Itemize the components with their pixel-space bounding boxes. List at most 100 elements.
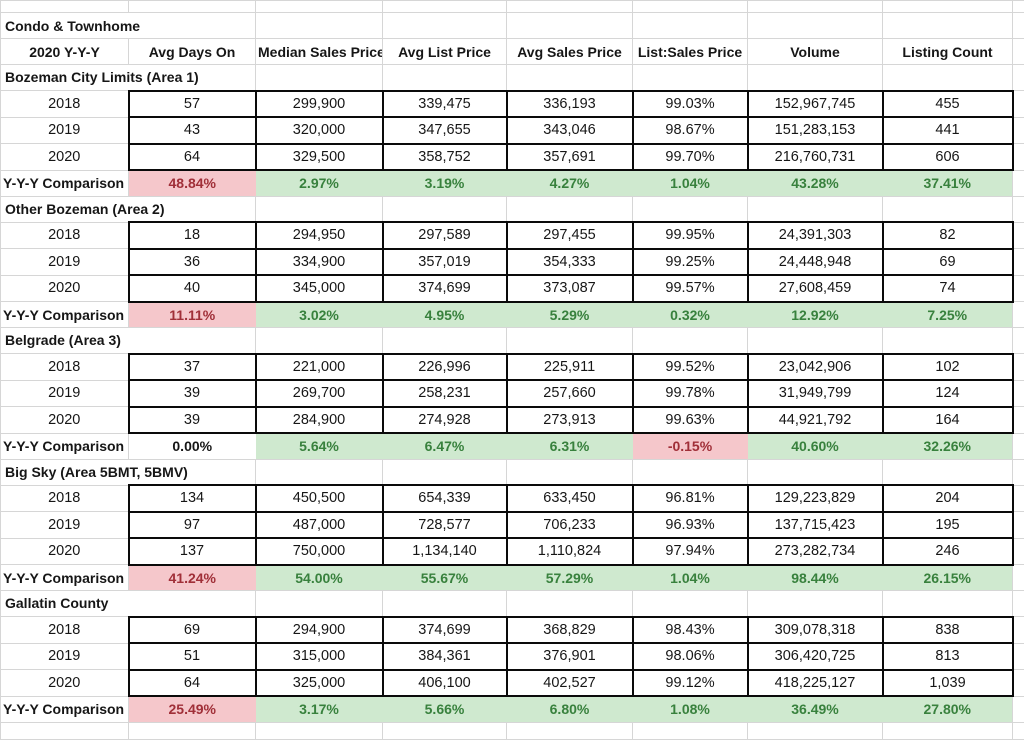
- empty-cell: [633, 196, 748, 222]
- edge-cell: [1013, 1, 1024, 13]
- comparison-value: 3.17%: [256, 696, 383, 722]
- empty-cell: [383, 328, 507, 354]
- value-cell: 374,699: [383, 275, 507, 302]
- value-cell: 441: [883, 117, 1013, 144]
- comparison-value: 11.11%: [129, 302, 256, 328]
- value-cell: 347,655: [383, 117, 507, 144]
- data-row: 2020 64 325,000 406,100 402,527 99.12% 4…: [1, 670, 1024, 697]
- value-cell: 336,193: [507, 91, 633, 118]
- header-row: 2020 Y-Y-Y Avg Days On Median Sales Pric…: [1, 39, 1024, 65]
- empty-cell: [883, 196, 1013, 222]
- empty-cell: [748, 328, 883, 354]
- spacer-cell: [383, 722, 507, 739]
- data-row: 2020 40 345,000 374,699 373,087 99.57% 2…: [1, 275, 1024, 302]
- empty-cell: [883, 65, 1013, 91]
- data-row: 2020 39 284,900 274,928 273,913 99.63% 4…: [1, 407, 1024, 434]
- year-cell: 2018: [1, 485, 129, 512]
- spacer-cell: [507, 1, 633, 13]
- value-cell: 706,233: [507, 512, 633, 539]
- value-cell: 129,223,829: [748, 485, 883, 512]
- empty-cell: [383, 196, 507, 222]
- value-cell: 98.43%: [633, 617, 748, 644]
- year-cell: 2018: [1, 222, 129, 249]
- value-cell: 69: [129, 617, 256, 644]
- spacer-cell: [129, 722, 256, 739]
- value-cell: 258,231: [383, 380, 507, 407]
- empty-cell: [507, 328, 633, 354]
- value-cell: 306,420,725: [748, 643, 883, 670]
- spacer-cell: [633, 722, 748, 739]
- edge-cell: [1013, 170, 1024, 196]
- column-header: Avg List Price: [383, 39, 507, 65]
- comparison-row: Y-Y-Y Comparison 48.84% 2.97% 3.19% 4.27…: [1, 170, 1024, 196]
- spacer-cell: [129, 1, 256, 13]
- value-cell: 343,046: [507, 117, 633, 144]
- value-cell: 23,042,906: [748, 354, 883, 381]
- spacer-cell: [507, 722, 633, 739]
- comparison-value: 5.66%: [383, 696, 507, 722]
- data-row: 2019 97 487,000 728,577 706,233 96.93% 1…: [1, 512, 1024, 539]
- value-cell: 39: [129, 407, 256, 434]
- comparison-value: 43.28%: [748, 170, 883, 196]
- value-cell: 728,577: [383, 512, 507, 539]
- year-cell: 2019: [1, 117, 129, 144]
- empty-cell: [256, 65, 383, 91]
- comparison-value: 6.31%: [507, 433, 633, 459]
- comparison-row: Y-Y-Y Comparison 0.00% 5.64% 6.47% 6.31%…: [1, 433, 1024, 459]
- empty-cell: [383, 13, 507, 39]
- value-cell: 418,225,127: [748, 670, 883, 697]
- value-cell: 225,911: [507, 354, 633, 381]
- value-cell: 164: [883, 407, 1013, 434]
- edge-cell: [1013, 565, 1024, 591]
- data-row: 2018 37 221,000 226,996 225,911 99.52% 2…: [1, 354, 1024, 381]
- edge-cell: [1013, 302, 1024, 328]
- value-cell: 273,913: [507, 407, 633, 434]
- value-cell: 96.93%: [633, 512, 748, 539]
- value-cell: 99.78%: [633, 380, 748, 407]
- year-cell: 2019: [1, 512, 129, 539]
- year-cell: 2020: [1, 407, 129, 434]
- data-row: 2018 18 294,950 297,589 297,455 99.95% 2…: [1, 222, 1024, 249]
- spacer-cell: [1, 1, 129, 13]
- data-row: 2018 57 299,900 339,475 336,193 99.03% 1…: [1, 91, 1024, 118]
- section-title: Bozeman City Limits (Area 1): [1, 65, 256, 91]
- edge-cell: [1013, 670, 1024, 697]
- value-cell: 1,039: [883, 670, 1013, 697]
- comparison-value: 12.92%: [748, 302, 883, 328]
- value-cell: 64: [129, 670, 256, 697]
- comparison-value: 54.00%: [256, 565, 383, 591]
- spacer-cell: [883, 1, 1013, 13]
- empty-cell: [633, 459, 748, 485]
- comparison-value: 55.67%: [383, 565, 507, 591]
- value-cell: 96.81%: [633, 485, 748, 512]
- year-cell: 2018: [1, 91, 129, 118]
- value-cell: 24,391,303: [748, 222, 883, 249]
- comparison-value: 27.80%: [883, 696, 1013, 722]
- edge-cell: [1013, 91, 1024, 118]
- value-cell: 99.95%: [633, 222, 748, 249]
- comparison-label: Y-Y-Y Comparison: [1, 170, 129, 196]
- section-header-row: Big Sky (Area 5BMT, 5BMV): [1, 459, 1024, 485]
- comparison-value: 0.00%: [129, 433, 256, 459]
- value-cell: 257,660: [507, 380, 633, 407]
- empty-cell: [748, 591, 883, 617]
- year-cell: 2019: [1, 643, 129, 670]
- comparison-value: 1.04%: [633, 170, 748, 196]
- value-cell: 368,829: [507, 617, 633, 644]
- empty-cell: [748, 459, 883, 485]
- value-cell: 374,699: [383, 617, 507, 644]
- value-cell: 606: [883, 144, 1013, 171]
- comparison-value: 48.84%: [129, 170, 256, 196]
- value-cell: 74: [883, 275, 1013, 302]
- value-cell: 64: [129, 144, 256, 171]
- edge-cell: [1013, 538, 1024, 565]
- spacer-cell: [256, 1, 383, 13]
- value-cell: 357,691: [507, 144, 633, 171]
- edge-cell: [1013, 65, 1024, 91]
- edge-cell: [1013, 354, 1024, 381]
- value-cell: 99.25%: [633, 249, 748, 276]
- data-row: 2019 51 315,000 384,361 376,901 98.06% 3…: [1, 643, 1024, 670]
- spacer-cell: [748, 1, 883, 13]
- empty-cell: [748, 196, 883, 222]
- year-cell: 2019: [1, 249, 129, 276]
